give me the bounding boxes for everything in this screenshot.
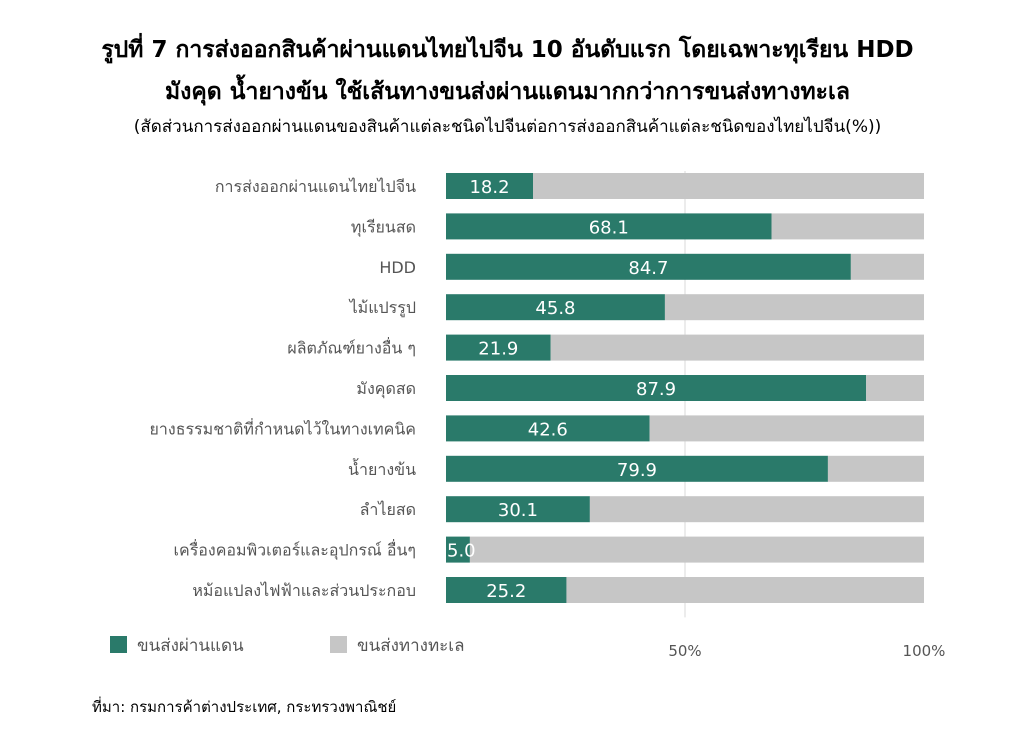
data-label: 25.2 xyxy=(486,581,526,602)
bar-overland xyxy=(446,334,551,361)
source-note: ที่มา: กรมการค้าต่างประเทศ, กระทรวงพาณิช… xyxy=(92,698,397,716)
legend-label-overland: ขนส่งผ่านแดน xyxy=(137,636,244,656)
category-label: การส่งออกผ่านแดนไทยไปจีน xyxy=(215,177,416,196)
data-label: 45.8 xyxy=(535,298,575,319)
bar-overland xyxy=(446,455,828,482)
bar-sea xyxy=(532,173,924,199)
data-label: 84.7 xyxy=(628,258,668,279)
bar-sea xyxy=(827,455,924,482)
bar-sea xyxy=(850,253,924,280)
data-label: 5.0 xyxy=(447,541,476,562)
bar-overland xyxy=(446,173,533,199)
bar-overland xyxy=(446,375,867,401)
legend-swatch-overland xyxy=(110,636,127,653)
bar-sea xyxy=(469,536,924,563)
bar-overland xyxy=(446,536,470,563)
legend-swatch-sea xyxy=(330,636,347,653)
bar-sea xyxy=(550,334,924,361)
category-label: น้ำยางข้น xyxy=(348,458,416,479)
data-label: 21.9 xyxy=(478,339,518,360)
bar-overland xyxy=(446,294,665,321)
legend-label-sea: ขนส่งทางทะเล xyxy=(357,636,465,656)
bar-sea xyxy=(866,375,924,401)
category-label: ยางธรรมชาติที่กำหนดไว้ในทางเทคนิค xyxy=(150,417,416,438)
bar-overland xyxy=(446,253,851,280)
bar-sea xyxy=(771,213,924,240)
data-label: 79.9 xyxy=(617,460,657,481)
bar-overland xyxy=(446,577,567,603)
category-label: เครื่องคอมพิวเตอร์และอุปกรณ์ อื่นๆ xyxy=(174,539,416,561)
category-label: HDD xyxy=(379,258,416,277)
category-label: ไม้แปรรูป xyxy=(348,298,416,318)
bar-sea xyxy=(649,415,924,442)
x-tick-label: 50% xyxy=(668,642,701,660)
chart-title-line-1: รูปที่ 7 การส่งออกสินค้าผ่านแดนไทยไปจีน … xyxy=(101,37,914,63)
data-label: 30.1 xyxy=(498,500,538,521)
bar-sea xyxy=(589,496,924,523)
chart-subtitle: (สัดส่วนการส่งออกผ่านแดนของสินค้าแต่ละชน… xyxy=(133,117,882,137)
bar-sea xyxy=(566,577,924,603)
data-label: 18.2 xyxy=(469,177,509,198)
category-label: ลำไยสด xyxy=(360,500,416,519)
chart-title-line-2: มังคุด น้ำยางข้น ใช้เส้นทางขนส่งผ่านแดนม… xyxy=(165,79,850,105)
category-label: หม้อแปลงไฟฟ้าและส่วนประกอบ xyxy=(192,581,416,600)
bar-overland xyxy=(446,496,590,523)
x-tick-label: 100% xyxy=(903,642,946,660)
category-label: มังคุดสด xyxy=(356,379,416,399)
category-label: ทุเรียนสด xyxy=(351,217,416,237)
bar-overland xyxy=(446,213,772,240)
data-label: 87.9 xyxy=(636,379,676,400)
bar-overland xyxy=(446,415,650,442)
data-label: 42.6 xyxy=(528,419,568,440)
category-label: ผลิตภัณฑ์ยางอื่น ๆ xyxy=(287,337,416,358)
bar-sea xyxy=(664,294,924,321)
data-label: 68.1 xyxy=(589,217,629,238)
